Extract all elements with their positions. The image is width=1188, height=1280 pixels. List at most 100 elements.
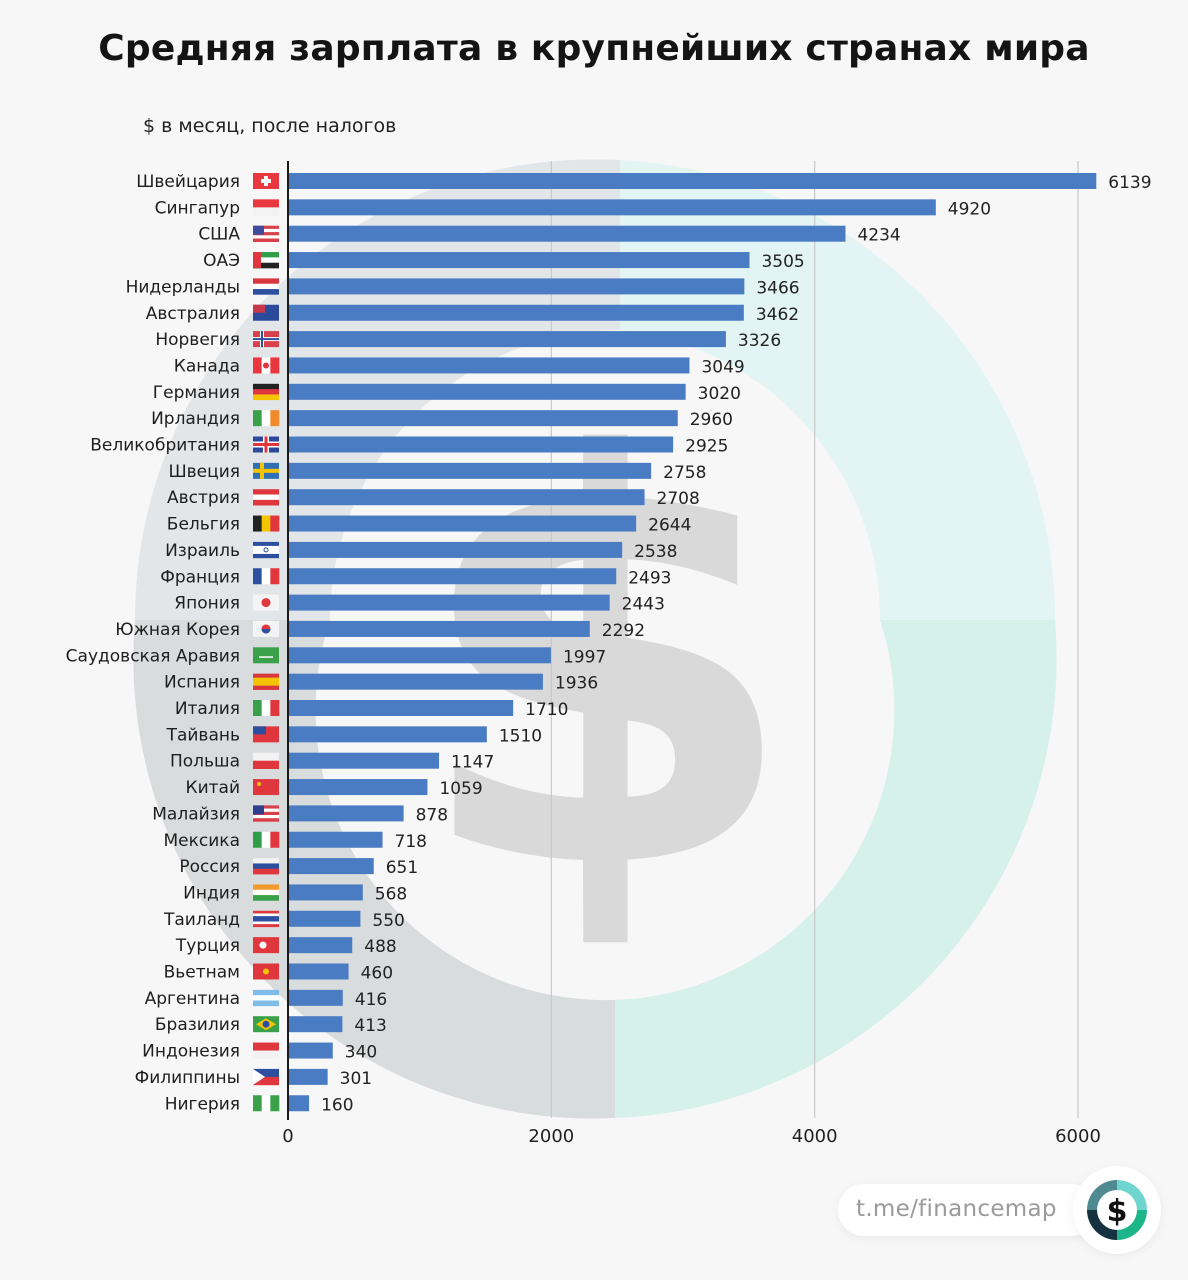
flag-mexico-icon <box>253 831 280 848</box>
flag-stripe <box>253 895 279 901</box>
flag-turkey-icon <box>253 937 279 954</box>
flag-emblem <box>261 628 271 634</box>
value-label: 3462 <box>756 305 799 325</box>
category-label: Норвегия <box>155 330 240 350</box>
flag-stripe <box>253 238 279 242</box>
category-label: Ирландия <box>151 409 240 429</box>
flag-stripe <box>253 884 279 891</box>
category-label: Турция <box>175 936 240 956</box>
value-label: 1936 <box>555 674 598 694</box>
flag-stripe <box>253 235 279 239</box>
flag-stripe <box>253 289 279 295</box>
value-label: 1059 <box>439 779 482 799</box>
flag-emblem <box>253 338 279 341</box>
value-label: 550 <box>372 911 404 931</box>
bar <box>289 700 514 716</box>
flag-japan-icon <box>253 594 279 611</box>
x-axis-ticks: 0 2000 4000 6000 <box>282 1126 1101 1147</box>
flag-stripe <box>253 685 279 690</box>
value-label: 568 <box>375 884 407 904</box>
category-label: Швеция <box>168 462 240 482</box>
flag-philippines-icon <box>253 1068 279 1086</box>
flag-emblem <box>253 225 264 235</box>
category-label: Южная Корея <box>115 620 240 640</box>
flag-stripe <box>253 760 279 769</box>
flag-belgium-icon <box>253 515 280 532</box>
value-label: 651 <box>386 858 418 878</box>
bar <box>289 673 543 690</box>
footer-link-badge[interactable] <box>838 1184 1098 1236</box>
flag-stripe <box>253 1068 279 1078</box>
bar <box>289 989 343 1006</box>
flag-stripe <box>253 568 262 585</box>
bar <box>289 1042 333 1059</box>
flag-stripe <box>253 916 279 920</box>
flag-emblem <box>257 782 261 787</box>
category-label: Филиппины <box>135 1068 240 1088</box>
flag-stripe <box>253 868 279 875</box>
flag-argentina-icon <box>253 989 279 1007</box>
flag-brazil-icon <box>253 1016 279 1033</box>
bar <box>289 383 686 400</box>
value-label: 4234 <box>857 226 900 246</box>
value-label: 416 <box>355 990 387 1010</box>
value-label: 488 <box>364 937 396 957</box>
flag-uk-icon <box>253 436 279 453</box>
bar <box>289 726 487 743</box>
value-label: 4920 <box>948 199 991 219</box>
bar <box>289 357 690 374</box>
category-label: Бразилия <box>155 1015 240 1035</box>
value-label: 2292 <box>602 621 645 641</box>
value-label: 2538 <box>634 542 677 562</box>
category-label: Тайвань <box>166 725 240 745</box>
flag-indonesia-icon <box>253 1042 279 1059</box>
flag-china-icon <box>253 779 279 796</box>
flag-stripe <box>253 489 279 495</box>
flag-emblem <box>263 362 269 369</box>
flag-norway-icon <box>253 331 279 348</box>
flag-emblem <box>253 252 261 269</box>
flag-netherlands-icon <box>253 278 279 295</box>
flag-stripe <box>253 995 279 1001</box>
category-label: Аргентина <box>145 989 240 1009</box>
flag-france-icon <box>253 568 280 585</box>
flag-stripe <box>253 805 279 809</box>
flag-uae-icon <box>253 252 279 269</box>
flag-germany-icon <box>253 383 279 401</box>
category-label: Малайзия <box>152 804 240 824</box>
flag-taiwan-icon <box>253 726 279 743</box>
value-label: 878 <box>416 805 448 825</box>
flag-israel-icon <box>253 541 279 559</box>
category-label: Япония <box>174 594 240 614</box>
flag-stripe <box>253 1050 279 1059</box>
category-label: Австралия <box>146 304 240 324</box>
flag-stripe <box>270 410 280 427</box>
flag-stripe <box>261 831 271 848</box>
bar <box>289 568 617 585</box>
value-label: 160 <box>321 1095 353 1115</box>
value-label: 2708 <box>657 489 700 509</box>
footer-link-text[interactable]: t.me/financemap <box>856 1196 1057 1222</box>
bar <box>289 620 590 637</box>
flag-stripe <box>253 831 262 848</box>
flag-stripe <box>270 357 280 374</box>
flag-stripe <box>253 553 279 559</box>
flag-emblem <box>263 547 269 553</box>
flag-stripe <box>253 283 279 290</box>
flag-emblem <box>253 443 279 446</box>
flag-italy-icon <box>253 700 280 716</box>
value-label: 2644 <box>648 516 691 536</box>
category-label: Италия <box>175 699 240 719</box>
flag-stripe <box>253 818 279 822</box>
flag-stripe <box>253 989 279 996</box>
flag-stripe <box>253 910 279 914</box>
category-label: Нигерия <box>165 1094 240 1114</box>
bar <box>289 963 349 980</box>
category-label: Мексика <box>164 831 240 851</box>
value-label: 3505 <box>761 252 804 272</box>
category-labels: Швейцария Сингапур США ОАЭ Нидерланды Австрал… <box>66 172 241 1114</box>
bar <box>289 910 361 927</box>
flag-field <box>253 779 279 796</box>
flags <box>253 173 280 1112</box>
